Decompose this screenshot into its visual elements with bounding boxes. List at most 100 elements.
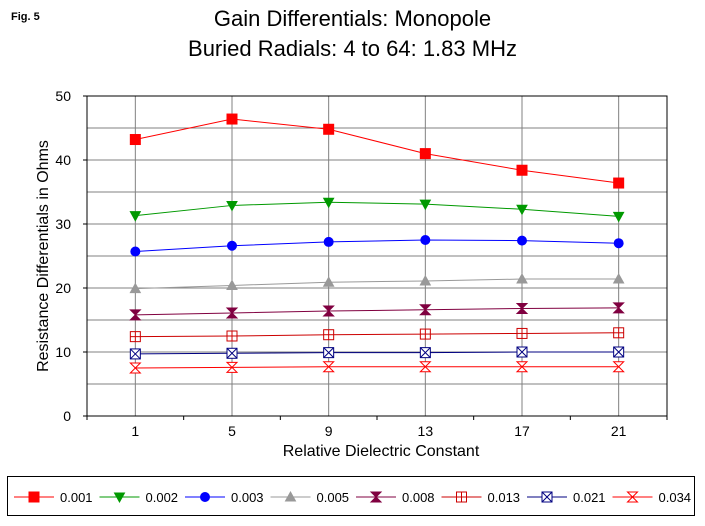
data-point xyxy=(613,177,625,189)
series-line xyxy=(135,118,619,184)
legend-label: 0.034 xyxy=(659,490,692,505)
data-point xyxy=(419,199,432,211)
x-tick-label: 21 xyxy=(611,423,627,439)
data-point xyxy=(516,346,528,358)
series-line xyxy=(135,278,619,290)
data-point xyxy=(322,197,335,209)
y-axis-label: Resistance Differentials in Ohms xyxy=(35,140,52,372)
data-point xyxy=(612,273,625,284)
data-point xyxy=(322,276,335,287)
data-point xyxy=(226,113,238,125)
data-point xyxy=(419,148,431,160)
legend-item: 0.013 xyxy=(441,490,521,505)
legend-label: 0.001 xyxy=(60,490,93,505)
series-0.034 xyxy=(129,361,625,374)
series-0.005 xyxy=(129,273,625,294)
data-point xyxy=(225,361,239,373)
legend-marker xyxy=(284,490,297,502)
data-point xyxy=(419,274,432,286)
legend-item: 0.008 xyxy=(356,490,435,505)
data-point xyxy=(129,348,141,360)
data-point xyxy=(517,235,527,246)
legend-label: 0.013 xyxy=(488,490,521,505)
data-point xyxy=(613,327,625,339)
series-line xyxy=(135,307,619,316)
chart-legend: 0.001 0.002 0.003 0.005 0.008 0.013 0.021 0.034 xyxy=(7,476,695,516)
data-point xyxy=(515,361,529,373)
data-point xyxy=(419,361,432,373)
x-tick-label: 13 xyxy=(418,423,434,439)
data-point xyxy=(515,302,529,314)
chart-title-line-1: Gain Differentials: Monopole xyxy=(213,6,492,31)
data-point xyxy=(322,305,335,317)
legend-marker xyxy=(541,491,553,503)
legend-label: 0.021 xyxy=(573,490,606,505)
legend-label: 0.008 xyxy=(402,490,435,505)
line-chart: 0 10 20 30 40 50 1 5 9 13 17 21 Relative Dielectric … xyxy=(35,88,668,460)
data-point xyxy=(130,246,141,257)
series-0.021 xyxy=(129,346,625,360)
data-point xyxy=(516,327,528,339)
legend-item: 0.021 xyxy=(527,490,606,505)
data-point xyxy=(225,307,239,319)
legend-marker xyxy=(369,491,383,503)
legend-label: 0.002 xyxy=(146,490,179,505)
data-point xyxy=(129,309,142,321)
data-point xyxy=(322,361,335,373)
series-0.002 xyxy=(129,197,625,223)
legend-marker xyxy=(200,492,210,502)
data-point xyxy=(420,235,431,245)
data-point xyxy=(516,204,528,216)
series-line xyxy=(135,201,619,217)
data-point xyxy=(227,240,237,251)
series-0.008 xyxy=(129,302,625,321)
chart-title-line-2: Buried Radials: 4 to 64: 1.83 MHz xyxy=(188,36,517,61)
series-0.013 xyxy=(129,327,625,343)
data-point xyxy=(612,361,625,373)
data-point xyxy=(612,302,625,314)
legend-item: 0.005 xyxy=(270,490,350,505)
y-tick-label: 40 xyxy=(55,152,71,168)
series-line xyxy=(135,366,619,369)
data-point xyxy=(226,330,238,342)
y-tick-label: 30 xyxy=(55,216,71,232)
legend-marker xyxy=(626,491,639,503)
data-point xyxy=(129,362,142,374)
data-point xyxy=(419,328,431,340)
data-point xyxy=(516,164,528,176)
legend-item: 0.001 xyxy=(14,490,93,505)
y-tick-label: 10 xyxy=(55,344,71,360)
data-point xyxy=(323,329,335,341)
data-point xyxy=(226,347,238,359)
legend-item: 0.002 xyxy=(99,490,179,505)
series-0.003 xyxy=(130,235,624,257)
y-tick-label: 20 xyxy=(55,280,71,296)
legend-label: 0.005 xyxy=(317,490,350,505)
data-point xyxy=(612,211,625,223)
data-point xyxy=(516,273,528,284)
data-point xyxy=(129,134,141,146)
data-point xyxy=(613,238,624,249)
legend-item: 0.003 xyxy=(185,490,264,505)
chart-title: Gain Differentials: Monopole Buried Radi… xyxy=(0,4,705,64)
series-line xyxy=(135,351,619,355)
data-point xyxy=(323,236,334,247)
y-tick-label: 50 xyxy=(55,88,71,104)
data-point xyxy=(129,211,142,222)
legend-label: 0.003 xyxy=(231,490,264,505)
data-point xyxy=(323,347,335,359)
data-point xyxy=(419,304,432,316)
y-tick-label: 0 xyxy=(63,408,71,424)
data-point xyxy=(226,200,238,212)
series-line xyxy=(135,332,619,338)
x-tick-label: 9 xyxy=(325,423,333,439)
data-point xyxy=(323,123,335,135)
x-tick-label: 1 xyxy=(131,423,139,439)
series-line xyxy=(135,239,619,253)
legend-marker xyxy=(456,491,467,503)
series-0.001 xyxy=(129,113,625,189)
x-tick-label: 5 xyxy=(228,423,236,439)
data-point xyxy=(129,282,142,294)
legend-marker xyxy=(28,491,40,503)
legend-item: 0.034 xyxy=(612,490,692,505)
